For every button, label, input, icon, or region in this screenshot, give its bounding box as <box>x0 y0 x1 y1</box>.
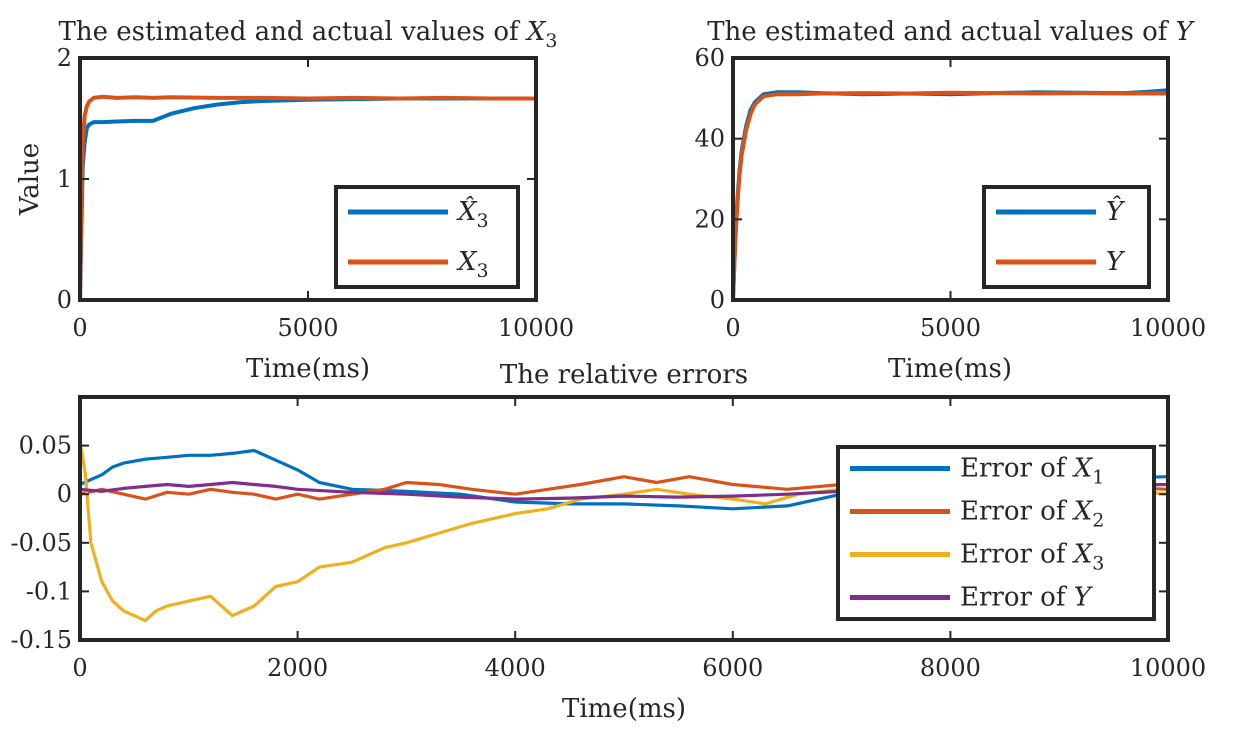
y-tick-label: 20 <box>694 205 725 233</box>
legend-label-2: X3 <box>456 247 489 282</box>
y-axis-label: Value <box>15 143 45 216</box>
legend: X̂3X3 <box>334 185 520 289</box>
series-line-2 <box>80 475 1168 501</box>
legend-box <box>836 445 1156 621</box>
series-line-2 <box>80 94 536 300</box>
y-tick-label: -0.1 <box>26 577 72 605</box>
legend-label-2: Error of X2 <box>960 497 1104 532</box>
axes-frame <box>78 395 1170 642</box>
x-tick-label: 0 <box>72 314 87 342</box>
y-tick-label: 60 <box>694 44 725 72</box>
y-tick-label: 1 <box>57 165 72 193</box>
y-tick-label: 0 <box>57 480 72 508</box>
x-axis-label: Time(ms) <box>888 354 1012 384</box>
x-tick-label: 6000 <box>702 654 763 682</box>
subplot-3: 0 2000 4000 6000 8000 10000 -0.15 -0.1 -0.05 0 0.0… <box>10 360 1206 724</box>
axes-frame <box>78 56 538 302</box>
legend-box <box>982 185 1151 289</box>
chart-title: The relative errors <box>500 360 748 390</box>
legend-label-2: Y <box>1106 247 1126 277</box>
series-line-4 <box>80 480 1168 501</box>
x-tick-label: 8000 <box>920 654 981 682</box>
x-tick-label: 4000 <box>485 654 546 682</box>
legend: Error of X1 Error of X2 Error of X3 Error o… <box>836 445 1156 621</box>
legend: ŶY <box>982 185 1151 289</box>
x-tick-label: 0 <box>725 314 740 342</box>
y-tick-label: 0.05 <box>19 432 72 460</box>
x-axis-label: Time(ms) <box>246 354 370 384</box>
x-tick-label: 2000 <box>267 654 328 682</box>
y-tick-label: 0 <box>710 286 725 314</box>
y-tick-label: 2 <box>57 44 72 72</box>
y-tick-label: -0.05 <box>10 529 72 557</box>
y-tick-label: 40 <box>694 125 725 153</box>
y-tick-label: 0 <box>57 286 72 314</box>
legend-label-4: Error of Y <box>960 583 1094 613</box>
series-line-2 <box>733 90 1168 300</box>
series-line-3 <box>80 439 1168 623</box>
series-line-1 <box>80 448 1168 511</box>
x-tick-label: 5000 <box>920 314 981 342</box>
chart-title: The estimated and actual values of X3 <box>58 17 557 52</box>
y-tick-label: -0.15 <box>10 626 72 654</box>
axes-frame <box>731 56 1170 302</box>
legend-label-1: Ŷ <box>1106 195 1126 227</box>
legend-box <box>334 185 520 289</box>
legend-label-3: Error of X3 <box>960 540 1104 575</box>
x-tick-label: 10000 <box>498 314 574 342</box>
legend-label-1: Error of X1 <box>960 454 1104 489</box>
legend-label-1: X̂3 <box>456 196 489 232</box>
x-tick-label: 10000 <box>1130 314 1206 342</box>
x-tick-label: 5000 <box>277 314 338 342</box>
x-axis-label: Time(ms) <box>562 694 686 724</box>
x-tick-label: 10000 <box>1130 654 1206 682</box>
x-tick-label: 0 <box>72 654 87 682</box>
chart-title: The estimated and actual values of Y <box>707 17 1195 47</box>
